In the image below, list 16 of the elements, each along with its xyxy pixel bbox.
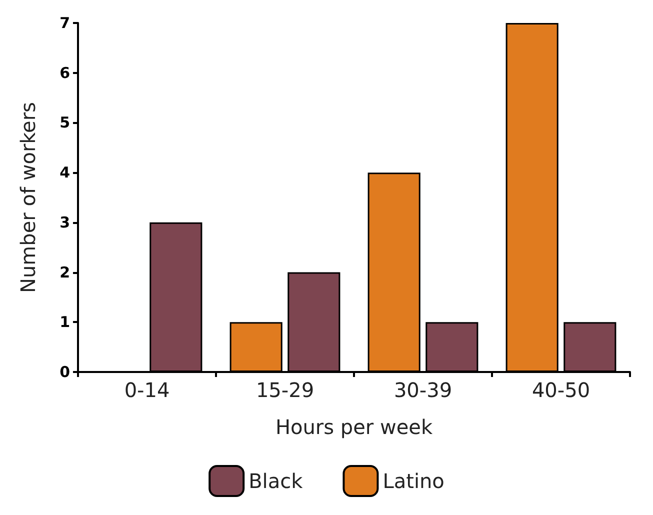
x-tick-label: 30-39 — [394, 378, 452, 402]
y-axis-title: Number of workers — [16, 102, 40, 293]
y-tick-label: 5 — [60, 114, 70, 132]
legend-label: Latino — [382, 469, 444, 493]
y-tick-label: 3 — [60, 213, 70, 232]
x-tick-label: 40-50 — [532, 378, 590, 402]
y-tick-label: 1 — [60, 313, 70, 332]
y-tick-label: 7 — [60, 14, 70, 32]
y-tick-label: 0 — [60, 363, 70, 381]
y-tick-label: 2 — [60, 263, 70, 282]
y-tick-label: 6 — [60, 64, 70, 82]
x-tick-label: 15-29 — [256, 378, 314, 402]
legend-label: Black — [248, 469, 304, 493]
x-axis-title: Hours per week — [275, 415, 433, 439]
x-tick-label: 0-14 — [124, 378, 170, 402]
y-tick-label: 4 — [60, 164, 70, 182]
